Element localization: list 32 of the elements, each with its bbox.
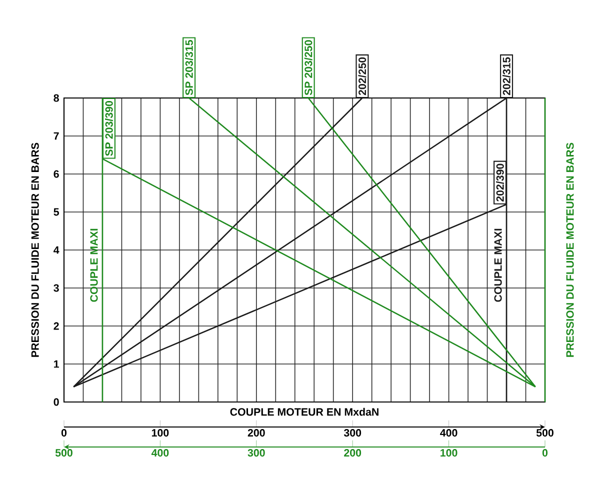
x-tick-label: 100 — [152, 429, 169, 437]
text: 202/315 — [502, 57, 510, 96]
y-tick-label: 5 — [54, 208, 59, 216]
y-tick-label: 6 — [54, 170, 59, 178]
y-tick-label: 7 — [54, 132, 59, 140]
x-tick-label: 500 — [536, 429, 554, 437]
x-tick-label: 0 — [61, 429, 67, 437]
text: 202/250 — [358, 57, 366, 96]
y-tick-label: 1 — [54, 360, 59, 368]
text: 202/390 — [496, 164, 504, 202]
y-tick-label: 0 — [54, 398, 59, 406]
x2-tick-label: 100 — [440, 449, 458, 457]
ref-line-label: COUPLE MAXI — [494, 228, 502, 302]
y-tick-label: 3 — [54, 284, 59, 292]
x2-tick-label: 500 — [55, 449, 72, 457]
text: SP 203/250 — [304, 40, 312, 96]
y-tick-label: 8 — [54, 94, 59, 102]
y-tick-label: 4 — [54, 246, 60, 254]
x-tick-label: 400 — [440, 429, 458, 437]
text: SP 203/390 — [105, 100, 113, 156]
x2-tick-label: 300 — [248, 449, 265, 457]
x-axis-title: COUPLE MOTEUR EN MxdaN — [230, 408, 378, 416]
y-tick-label: 2 — [54, 322, 59, 330]
y2-axis-title: PRESSION DU FLUIDE MOTEUR EN BARS — [566, 142, 574, 357]
text: SP 203/315 — [185, 40, 194, 96]
x2-tick-label: 0 — [542, 449, 548, 457]
ref-line-label: COUPLE MAXI — [90, 228, 98, 302]
y-axis-title: PRESSION DU FLUIDE MOTEUR EN BARS — [31, 142, 39, 357]
x-tick-label: 300 — [344, 429, 362, 437]
x-tick-label: 200 — [248, 429, 265, 437]
x2-tick-label: 200 — [344, 449, 362, 457]
x2-tick-label: 400 — [151, 449, 169, 457]
